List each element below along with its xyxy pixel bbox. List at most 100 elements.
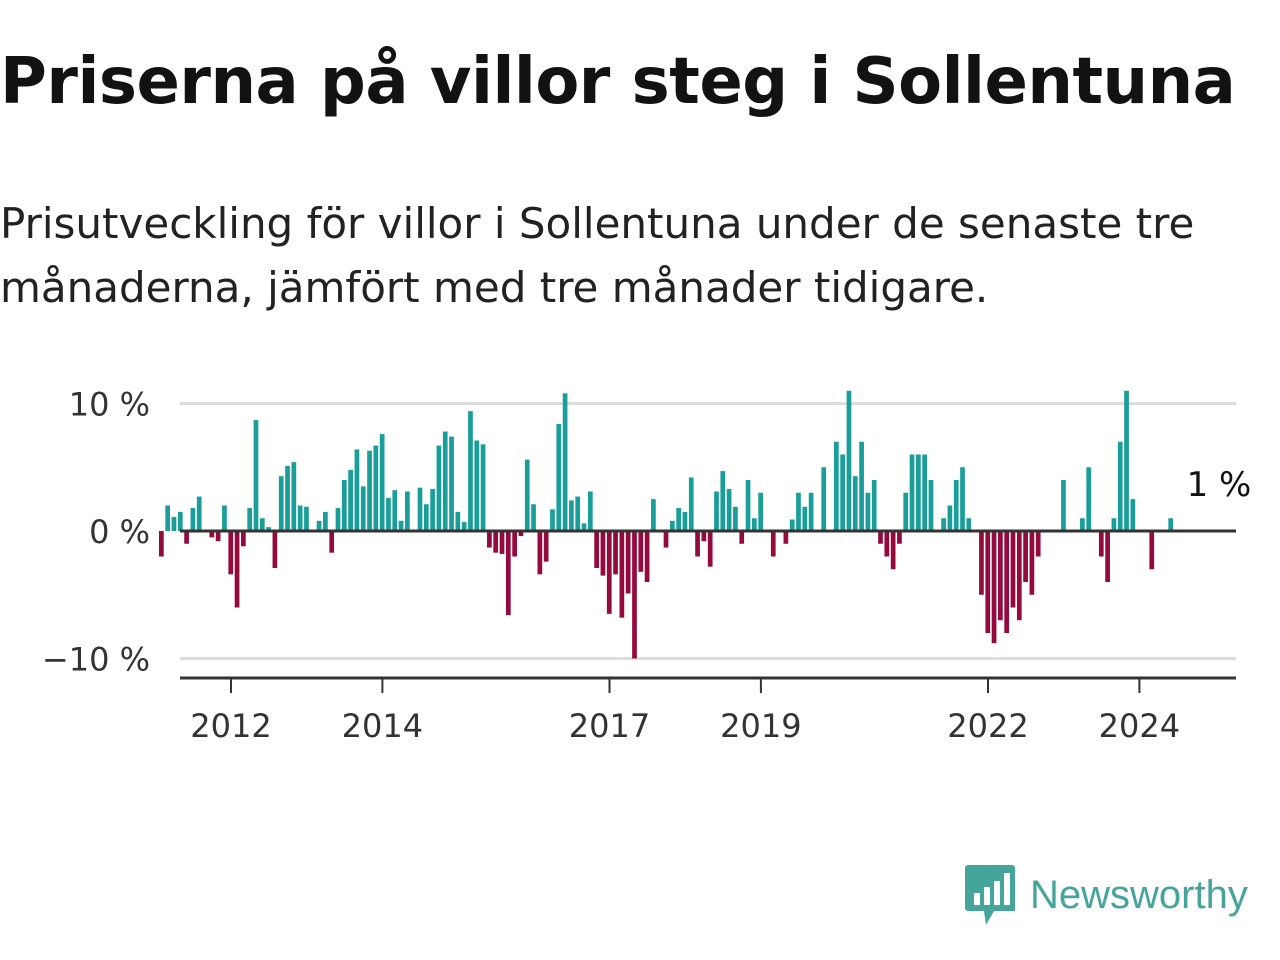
bar [341, 480, 347, 531]
bar [405, 491, 410, 531]
bar [165, 505, 171, 531]
bar [745, 480, 751, 531]
annotation-label: 1 % [1187, 465, 1252, 505]
bar [524, 459, 530, 531]
bar [278, 476, 284, 531]
bar [354, 449, 360, 531]
bar [846, 390, 852, 531]
bar [304, 506, 309, 531]
bar [701, 531, 707, 542]
bar [1117, 441, 1123, 531]
bar [587, 491, 593, 531]
bar [859, 441, 864, 531]
bar [751, 518, 757, 531]
bar [468, 411, 473, 531]
bar [329, 531, 335, 553]
bar [449, 436, 454, 531]
x-tick-label: 2024 [1099, 707, 1180, 745]
bar [379, 434, 385, 531]
bar [688, 477, 694, 531]
bar [569, 500, 574, 531]
bar [878, 531, 883, 544]
bar [423, 504, 429, 532]
bar [550, 509, 555, 531]
x-tick-label: 2014 [342, 707, 423, 745]
bar [947, 505, 953, 531]
bar [651, 499, 656, 532]
bar [897, 531, 902, 544]
bar [833, 441, 839, 531]
bar [518, 531, 524, 537]
bar [1080, 518, 1085, 531]
bar [644, 531, 650, 582]
x-tick-label: 2022 [947, 707, 1028, 745]
bar [916, 454, 921, 531]
bar [802, 506, 808, 531]
bar [613, 531, 618, 575]
bar [928, 480, 934, 531]
y-tick-label: −10 % [42, 641, 150, 679]
bar [663, 531, 669, 548]
bar [1029, 531, 1035, 595]
bar [695, 531, 700, 557]
bar [594, 531, 599, 568]
bar [316, 520, 322, 531]
bar [796, 492, 801, 531]
bar [171, 516, 177, 532]
bar [190, 508, 196, 531]
bar [367, 450, 372, 532]
bar [215, 531, 221, 542]
bar [998, 531, 1003, 621]
axes [180, 529, 1236, 693]
bar [297, 505, 303, 531]
bar [789, 519, 795, 531]
bar [1098, 531, 1104, 557]
bar [543, 531, 549, 562]
bar [783, 531, 789, 544]
bar [1086, 467, 1092, 531]
chart-title: Priserna på villor steg i Sollentuna [0, 45, 1236, 119]
bar [537, 531, 543, 575]
bar [222, 505, 227, 531]
bar [247, 508, 253, 531]
bar [865, 492, 871, 531]
bar [720, 471, 726, 531]
bar [436, 445, 442, 531]
bar [323, 511, 328, 532]
bar [253, 420, 259, 531]
brand-name: Newsworthy [1030, 872, 1248, 917]
bar [1004, 531, 1010, 633]
bar [430, 488, 435, 531]
bar [733, 506, 738, 531]
bar [556, 423, 562, 531]
bar [619, 531, 625, 618]
bar [871, 480, 877, 531]
bar [493, 531, 499, 553]
bar [531, 504, 536, 532]
bar [512, 531, 517, 557]
bar [398, 520, 404, 531]
bar [348, 469, 353, 531]
bar [1016, 531, 1022, 621]
bar [480, 444, 486, 531]
annotation-halo: 1 % [1187, 465, 1252, 505]
bar [890, 531, 896, 570]
gridlines [180, 402, 1236, 660]
bar [714, 491, 719, 531]
bar [1010, 531, 1016, 608]
bar [770, 531, 776, 557]
bar [177, 511, 183, 532]
bar [682, 511, 688, 532]
bar [966, 518, 972, 531]
bar [1168, 518, 1174, 531]
bar [638, 531, 644, 572]
bars [159, 390, 1174, 659]
bar [884, 531, 890, 557]
bar [840, 454, 846, 531]
bar [991, 531, 997, 644]
bar [1035, 531, 1041, 557]
bar [266, 527, 271, 531]
bar [979, 531, 984, 595]
bar [953, 480, 959, 531]
bar [209, 531, 215, 538]
